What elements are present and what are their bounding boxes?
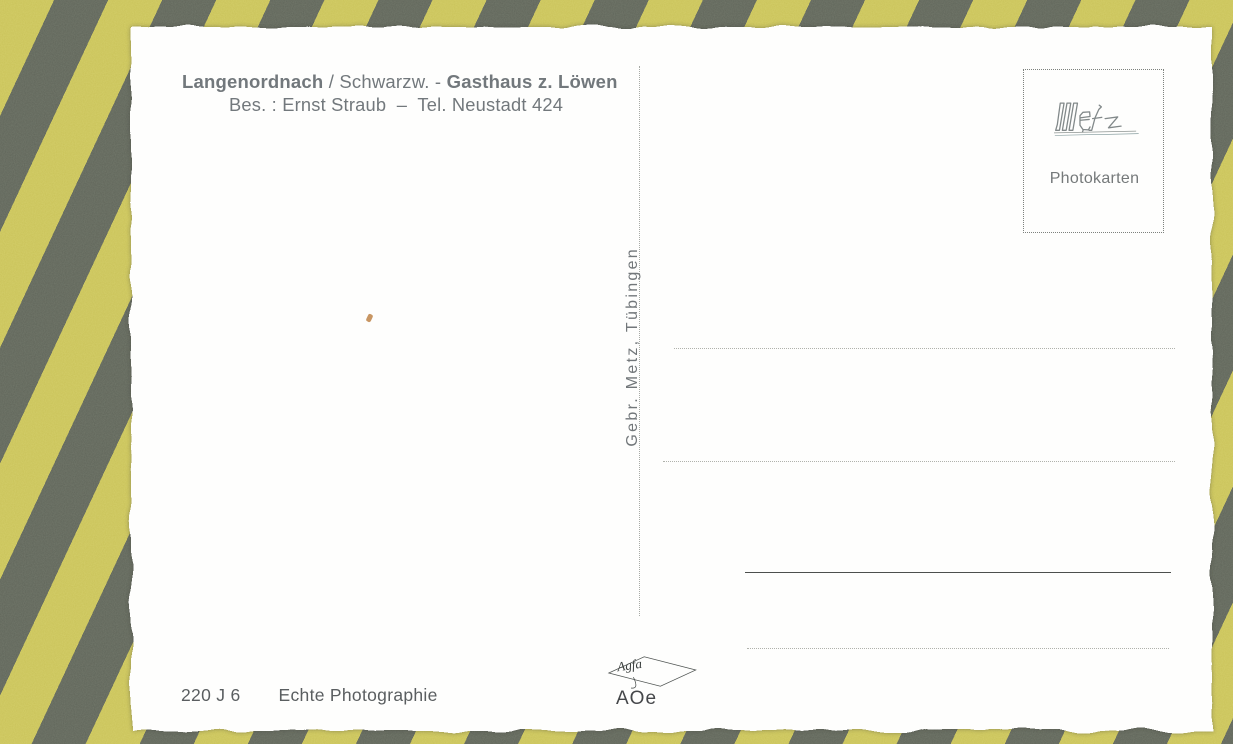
svg-text:Agfa: Agfa: [615, 656, 643, 675]
